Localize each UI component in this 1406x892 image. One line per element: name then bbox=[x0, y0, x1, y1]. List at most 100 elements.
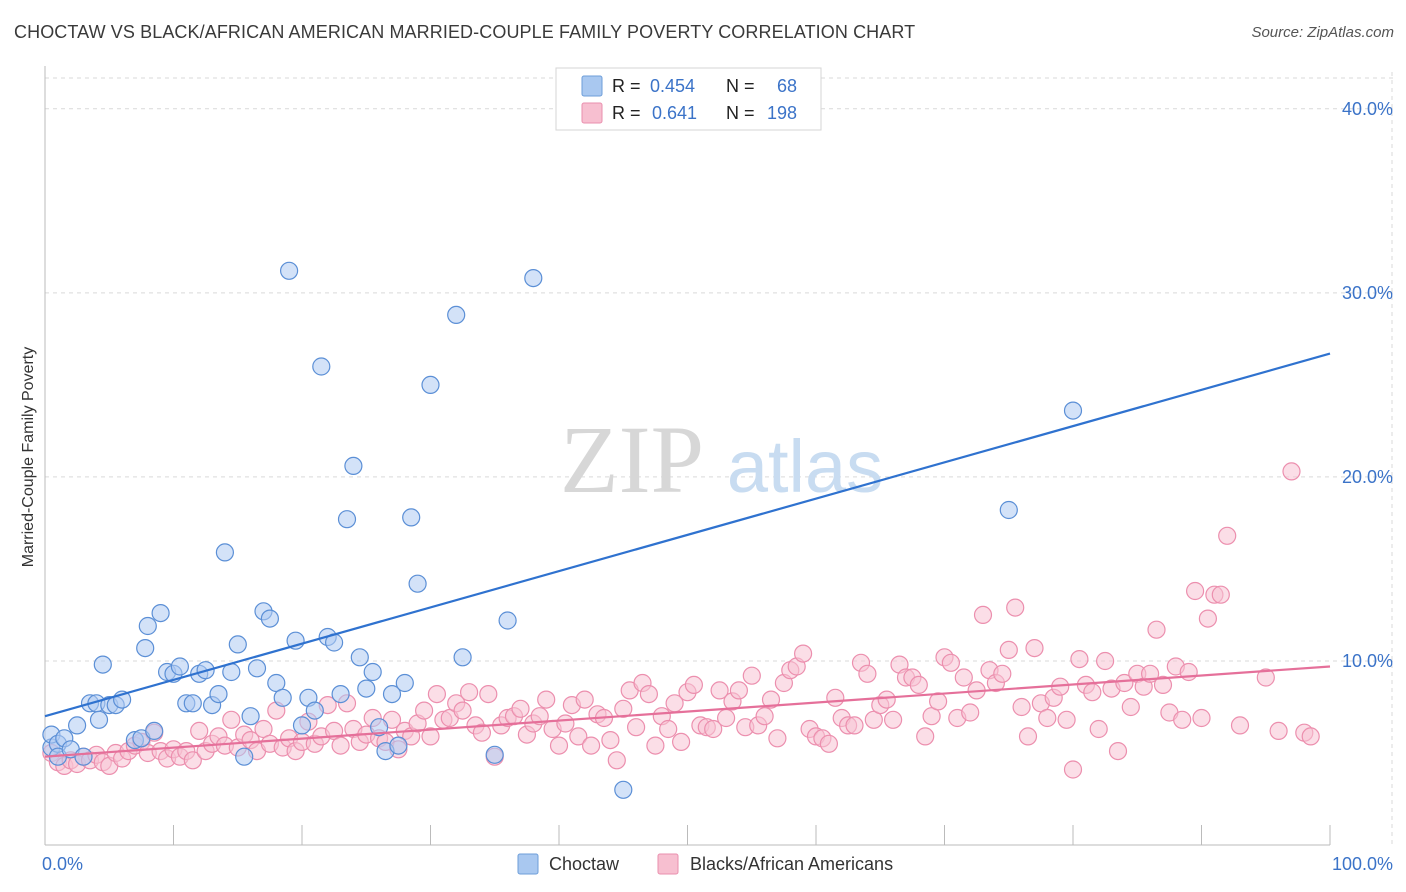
data-point-blacks bbox=[1063, 760, 1083, 779]
legend-swatch-blacks bbox=[581, 102, 603, 124]
data-point-choctaw bbox=[292, 716, 312, 735]
data-point-blacks bbox=[1108, 741, 1128, 761]
data-point-blacks bbox=[826, 688, 845, 707]
legend-label-blacks: Blacks/African Americans bbox=[690, 854, 893, 874]
series-legend: Choctaw Blacks/African Americans bbox=[517, 853, 893, 875]
data-point-blacks bbox=[331, 736, 350, 755]
data-point-blacks bbox=[646, 736, 665, 755]
data-point-blacks bbox=[1012, 697, 1031, 717]
data-point-choctaw bbox=[382, 684, 402, 704]
chart-title: CHOCTAW VS BLACK/AFRICAN AMERICAN MARRIE… bbox=[14, 22, 916, 42]
data-point-choctaw bbox=[89, 710, 109, 729]
data-point-blacks bbox=[704, 719, 723, 739]
data-point-blacks bbox=[729, 681, 749, 700]
legend-r-value: 0.454 bbox=[650, 76, 695, 96]
data-point-blacks bbox=[601, 730, 620, 750]
legend-n-label: N = bbox=[726, 76, 755, 96]
data-point-blacks bbox=[581, 736, 601, 755]
data-point-choctaw bbox=[337, 510, 357, 529]
legend-r-label: R = bbox=[612, 103, 641, 123]
y-tick-label: 10.0% bbox=[1342, 651, 1393, 671]
legend-n-label: N = bbox=[726, 103, 755, 123]
data-point-blacks bbox=[999, 640, 1018, 660]
series-choctaw-points bbox=[42, 261, 1083, 799]
data-point-choctaw bbox=[183, 694, 202, 713]
data-point-choctaw bbox=[93, 655, 112, 674]
data-point-choctaw bbox=[235, 747, 254, 766]
data-point-blacks bbox=[569, 727, 588, 746]
data-point-blacks bbox=[671, 732, 691, 752]
data-point-choctaw bbox=[447, 305, 466, 324]
data-point-choctaw bbox=[524, 269, 543, 288]
data-point-blacks bbox=[421, 727, 440, 746]
data-point-choctaw bbox=[402, 508, 421, 527]
data-point-blacks bbox=[916, 727, 935, 746]
data-point-choctaw bbox=[280, 261, 299, 280]
y-axis-label: Married-Couple Family Poverty bbox=[20, 347, 37, 568]
data-point-blacks bbox=[1198, 609, 1218, 628]
correlation-legend: R = 0.454 N = 68 R = 0.641 N = 198 bbox=[555, 67, 822, 131]
data-point-blacks bbox=[845, 716, 864, 735]
data-point-blacks bbox=[761, 690, 781, 709]
data-point-blacks bbox=[1057, 710, 1076, 729]
data-point-blacks bbox=[1179, 662, 1198, 682]
data-point-blacks bbox=[1089, 719, 1108, 739]
data-point-blacks bbox=[183, 751, 202, 770]
data-point-blacks bbox=[1173, 710, 1192, 729]
data-point-blacks bbox=[530, 707, 549, 726]
data-point-blacks bbox=[1121, 697, 1140, 717]
data-point-blacks bbox=[1192, 708, 1211, 728]
data-point-blacks bbox=[954, 668, 973, 687]
x-tick-label: 100.0% bbox=[1332, 854, 1393, 874]
trend-line-choctaw bbox=[44, 352, 1331, 718]
data-point-choctaw bbox=[67, 716, 87, 735]
trend-line-blacks bbox=[44, 665, 1331, 758]
legend-n-value: 68 bbox=[777, 76, 797, 96]
data-point-blacks bbox=[472, 723, 491, 742]
data-point-blacks bbox=[222, 710, 241, 729]
data-point-choctaw bbox=[241, 707, 260, 726]
data-point-blacks bbox=[1038, 708, 1057, 728]
watermark-atlas: atlas bbox=[727, 425, 883, 508]
legend-n-value: 198 bbox=[767, 103, 797, 123]
data-point-choctaw bbox=[498, 611, 517, 630]
data-point-blacks bbox=[1185, 581, 1205, 601]
data-point-choctaw bbox=[999, 500, 1018, 520]
data-point-choctaw bbox=[370, 718, 389, 737]
data-point-blacks bbox=[993, 664, 1012, 683]
y-tick-label: 30.0% bbox=[1342, 283, 1393, 303]
data-point-blacks bbox=[549, 736, 569, 755]
legend-label-choctaw: Choctaw bbox=[549, 854, 620, 874]
data-point-blacks bbox=[768, 729, 787, 748]
data-point-blacks bbox=[941, 653, 961, 672]
data-point-blacks bbox=[1025, 638, 1044, 658]
data-point-choctaw bbox=[395, 673, 414, 693]
data-point-blacks bbox=[607, 751, 626, 770]
data-point-choctaw bbox=[344, 456, 363, 475]
data-point-blacks bbox=[1095, 651, 1115, 671]
data-point-blacks bbox=[1115, 673, 1134, 693]
data-point-blacks bbox=[755, 707, 774, 726]
data-point-blacks bbox=[1211, 585, 1230, 604]
data-point-choctaw bbox=[389, 736, 408, 755]
source-label: Source: ZipAtlas.com bbox=[1251, 24, 1394, 41]
data-point-blacks bbox=[1147, 620, 1166, 639]
data-point-choctaw bbox=[151, 603, 170, 623]
legend-swatch-choctaw bbox=[581, 75, 603, 97]
data-point-choctaw bbox=[331, 684, 350, 704]
watermark-zip: ZIP bbox=[560, 406, 704, 513]
axes bbox=[44, 66, 1331, 846]
data-point-blacks bbox=[659, 719, 678, 739]
watermark: ZIP atlas bbox=[560, 406, 883, 513]
legend-swatch-choctaw bbox=[517, 853, 539, 875]
data-point-blacks bbox=[1006, 598, 1025, 617]
data-point-choctaw bbox=[1063, 401, 1083, 420]
data-point-choctaw bbox=[273, 688, 292, 707]
data-point-blacks bbox=[415, 701, 434, 720]
data-point-blacks bbox=[1269, 721, 1288, 741]
legend-r-value: 0.641 bbox=[652, 103, 697, 123]
data-point-blacks bbox=[556, 714, 575, 733]
data-point-choctaw bbox=[170, 657, 189, 676]
data-point-blacks bbox=[1083, 683, 1102, 702]
